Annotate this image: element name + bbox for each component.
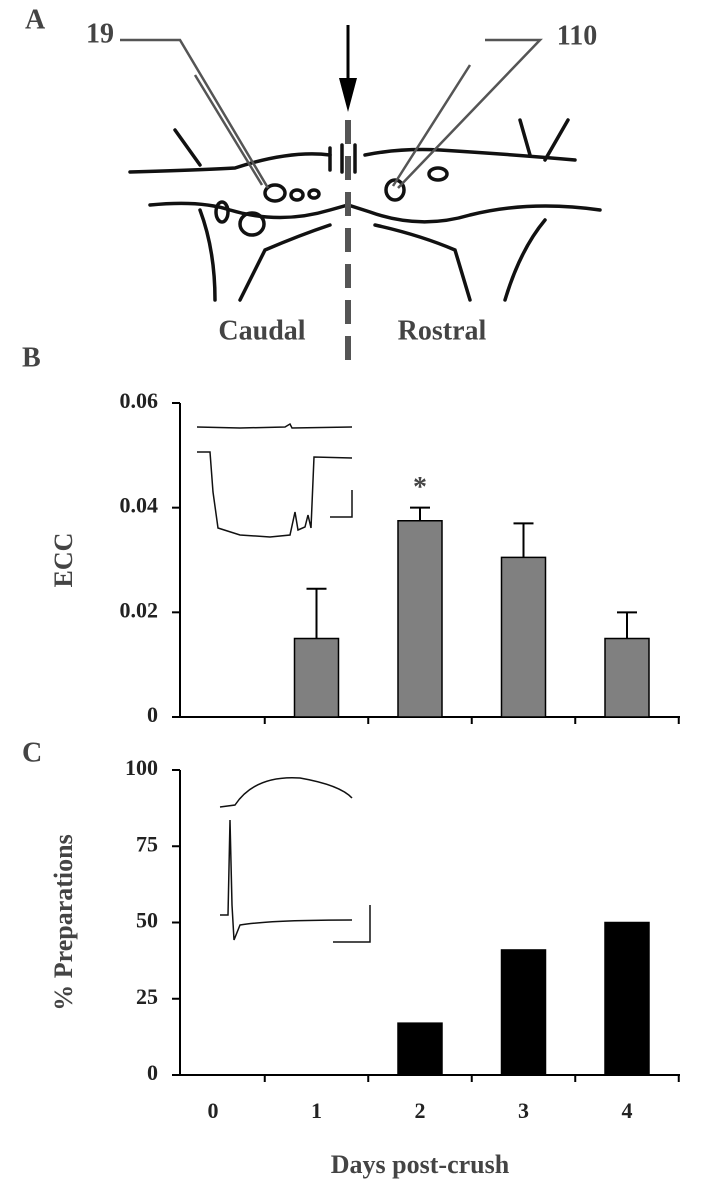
error-bar bbox=[617, 611, 637, 639]
y-tick-label: 25 bbox=[136, 984, 158, 1009]
inset-trace bbox=[196, 422, 371, 943]
error-bar bbox=[306, 587, 327, 639]
error-bar bbox=[410, 506, 430, 521]
y-tick-label: 100 bbox=[125, 755, 158, 780]
y-axis-label: % Preparations bbox=[49, 834, 78, 1010]
y-tick-label: 0.04 bbox=[120, 493, 159, 518]
y-tick-label: 0 bbox=[147, 1060, 158, 1085]
electrode-label: 19 bbox=[86, 18, 114, 49]
y-tick-label: 0.02 bbox=[120, 597, 159, 622]
x-tick-label: 1 bbox=[311, 1098, 322, 1123]
y-tick-label: 0 bbox=[147, 702, 158, 727]
y-tick-label: 75 bbox=[136, 831, 158, 856]
bar bbox=[500, 556, 547, 718]
x-axis-label: Days post-crush bbox=[331, 1150, 510, 1179]
region-label: Caudal bbox=[218, 315, 305, 346]
x-tick-label: 3 bbox=[518, 1098, 529, 1123]
bar bbox=[397, 1022, 443, 1076]
error-bar bbox=[513, 522, 534, 558]
panel-label: B bbox=[22, 342, 41, 373]
ganglion-drawing bbox=[120, 25, 602, 360]
y-tick-label: 50 bbox=[136, 908, 158, 933]
x-tick-label: 2 bbox=[415, 1098, 426, 1123]
bar bbox=[604, 921, 650, 1076]
x-tick-label: 4 bbox=[622, 1098, 633, 1123]
bar bbox=[500, 949, 547, 1076]
bar bbox=[397, 520, 443, 718]
panel-label: A bbox=[25, 4, 46, 35]
electrode-label: 110 bbox=[557, 20, 597, 51]
y-axis-label: ECC bbox=[49, 533, 78, 588]
region-label: Rostral bbox=[398, 315, 487, 346]
significance-marker: * bbox=[413, 472, 427, 503]
bar bbox=[604, 637, 650, 718]
y-tick-label: 0.06 bbox=[120, 388, 159, 413]
x-tick-label: 0 bbox=[208, 1098, 219, 1123]
panel-label: C bbox=[22, 737, 42, 768]
bar bbox=[293, 637, 340, 718]
